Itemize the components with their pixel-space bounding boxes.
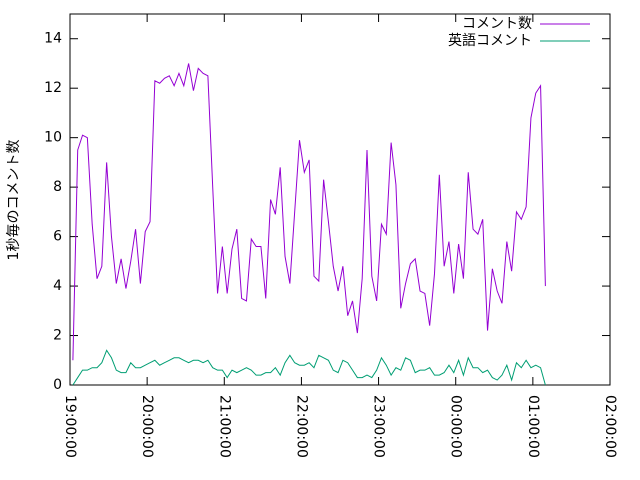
plot-border <box>69 13 611 386</box>
legend-label: 英語コメント <box>448 32 532 49</box>
y-tick-label: 10 <box>44 130 62 146</box>
legend-label: コメント数 <box>462 16 532 32</box>
x-tick-label: 01:00:00 <box>525 395 541 458</box>
x-tick-label: 00:00:00 <box>448 395 464 458</box>
y-tick-label: 0 <box>53 377 62 393</box>
x-tick-label: 21:00:00 <box>216 395 232 458</box>
y-tick-label: 14 <box>44 31 62 47</box>
y-tick-label: 12 <box>44 80 62 96</box>
series-line <box>72 63 546 361</box>
x-tick-label: 20:00:00 <box>139 395 155 458</box>
y-tick-label: 4 <box>53 278 62 294</box>
x-tick-label: 22:00:00 <box>293 395 309 458</box>
x-tick-label: 23:00:00 <box>371 395 387 458</box>
x-tick-label: 19:00:00 <box>62 395 78 458</box>
y-tick-label: 6 <box>53 229 62 245</box>
series-line <box>72 349 546 386</box>
y-tick-label: 2 <box>53 328 62 344</box>
x-tick-label: 02:00:00 <box>602 395 618 458</box>
y-axis-label: 1秒毎のコメント数 <box>6 140 22 261</box>
y-tick-label: 8 <box>53 179 62 195</box>
